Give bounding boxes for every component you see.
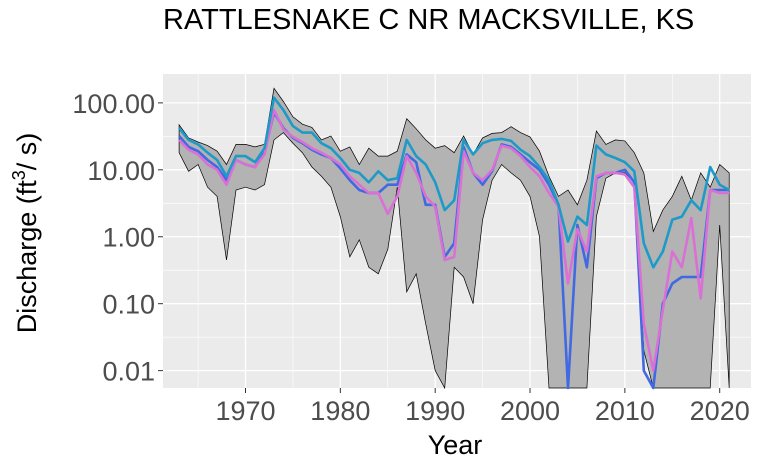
chart-title: RATTLESNAKE C NR MACKSVILLE, KS [163,4,695,36]
series-lines [178,96,730,390]
series-line-2 [178,108,730,372]
y-tick-label: 100.00 [72,89,155,119]
x-tick-label: 1980 [310,396,370,426]
y-tick-label: 10.00 [87,156,155,186]
x-tick-label: 2010 [595,396,655,426]
y-axis-label-sup: 3 [9,170,29,180]
y-axis-label-tail: / s) [12,133,42,171]
y-axis-label-main: Discharge (ft [12,180,42,334]
y-tick-label: 0.01 [102,357,155,387]
x-axis: 1970 1980 1990 2000 2010 2020 [215,388,750,426]
series-line-3 [178,96,730,269]
x-tick-label: 2000 [500,396,560,426]
y-axis: 0.01 0.10 1.00 10.00 100.00 [72,89,163,387]
x-tick-label: 1990 [405,396,465,426]
x-axis-label: Year [428,430,483,460]
x-tick-label: 2020 [690,396,750,426]
y-tick-label: 1.00 [102,223,155,253]
x-tick-label: 1970 [215,396,275,426]
y-axis-label: Discharge (ft3/ s) [9,133,42,334]
y-tick-label: 0.10 [102,290,155,320]
